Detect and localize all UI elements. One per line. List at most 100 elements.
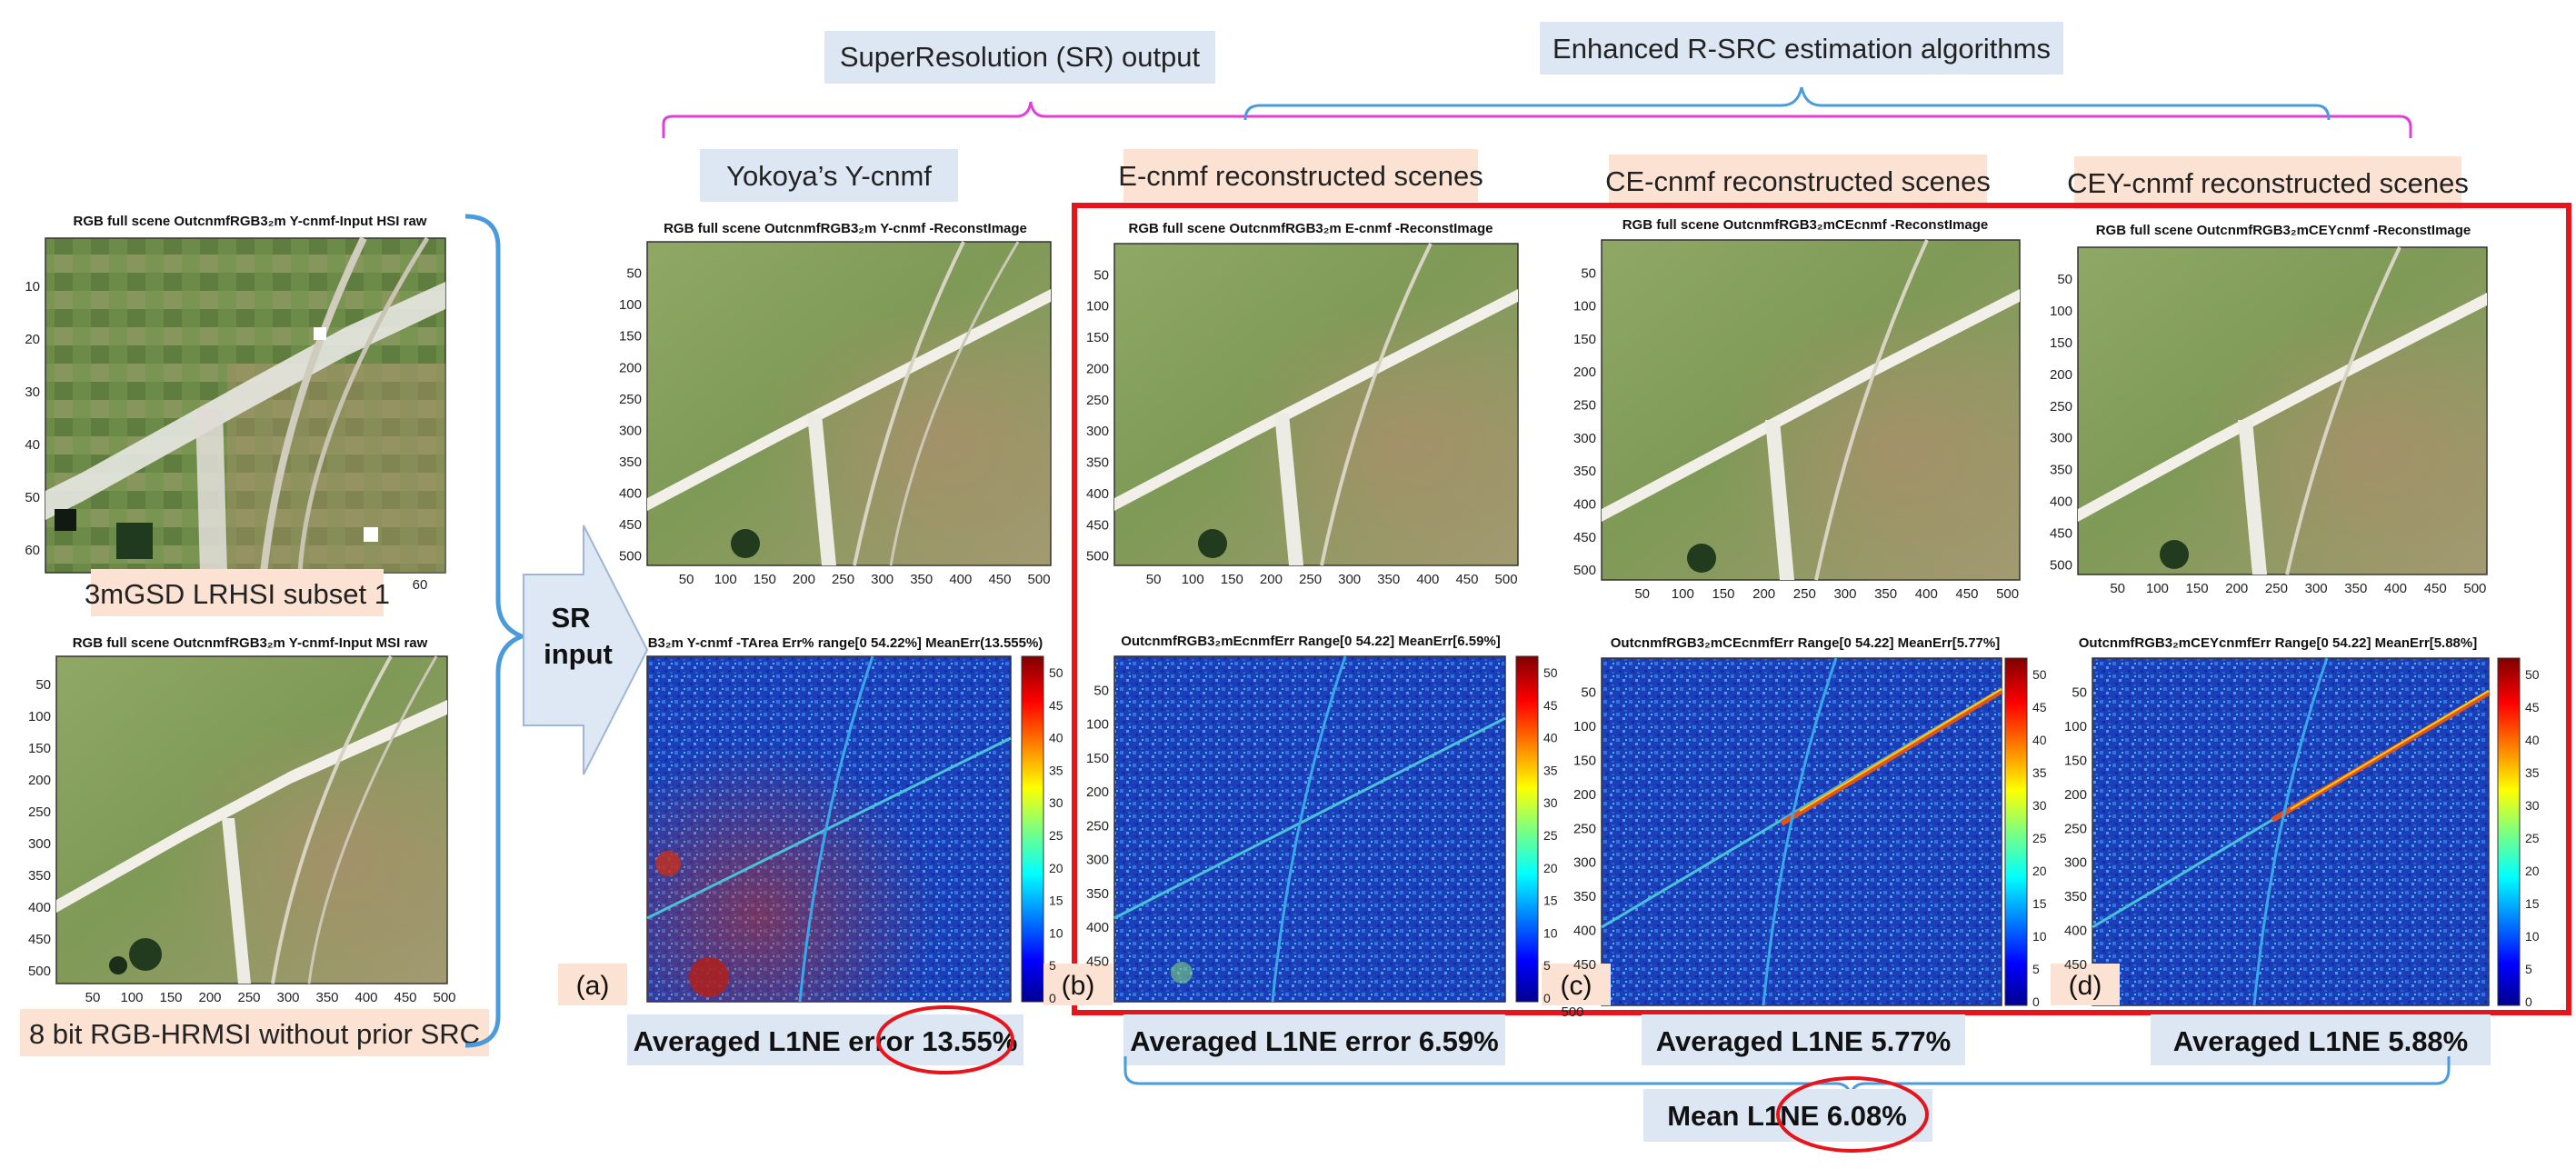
svg-text:50: 50 bbox=[35, 677, 51, 693]
recon-0-ytick: 350 bbox=[619, 455, 642, 470]
recon-0-ytick: 450 bbox=[619, 517, 642, 533]
recon-0-ytick: 300 bbox=[619, 423, 642, 438]
recon-3-ytick: 450 bbox=[2050, 526, 2072, 542]
recon-0-xtick: 100 bbox=[714, 572, 737, 587]
colorbar-0-tick: 25 bbox=[1049, 828, 1063, 843]
recon-0-xtick: 350 bbox=[910, 572, 933, 587]
recon-3-ytick: 300 bbox=[2050, 431, 2072, 446]
recon-1-ytick: 50 bbox=[1093, 267, 1109, 283]
err-title-1: OutcnmfRGB3₂mEcnmfErr Range[0 54.22] Mea… bbox=[1121, 634, 1501, 649]
recon-2-xtick: 350 bbox=[1874, 586, 1897, 602]
err-1-ytick: 100 bbox=[1086, 717, 1109, 733]
recon-3-xtick: 200 bbox=[2225, 581, 2248, 596]
recon-title-1: RGB full scene OutcnmfRGB3₂m E-cnmf -Rec… bbox=[1129, 221, 1493, 236]
recon-0-xtick: 450 bbox=[988, 572, 1011, 587]
result-1: Averaged L1NE error 6.59% bbox=[1130, 1025, 1498, 1057]
svg-text:100: 100 bbox=[120, 990, 143, 1005]
colorbar-1-tick: 35 bbox=[1543, 763, 1558, 777]
recon-0-xtick: 300 bbox=[871, 572, 894, 587]
colorbar-1-tick: 10 bbox=[1543, 925, 1558, 940]
colorbar-0-tick: 35 bbox=[1049, 763, 1063, 777]
recon-1-ytick: 300 bbox=[1086, 424, 1109, 439]
column-cecnmf: RGB full scene OutcnmfRGB3₂mCEcnmf -Reco… bbox=[1542, 217, 2028, 1065]
colorbar-1-tick: 5 bbox=[1543, 958, 1551, 973]
error-map-1 bbox=[1113, 655, 1506, 1003]
colorbar-2 bbox=[2004, 657, 2028, 1006]
colorbar-0-tick: 5 bbox=[1049, 958, 1056, 973]
recon-1-xtick: 150 bbox=[1221, 572, 1243, 587]
col-header-2: CE-cnmf reconstructed scenes bbox=[1605, 155, 1991, 207]
colorbar-0-tick: 0 bbox=[1049, 991, 1056, 1005]
recon-1-ytick: 450 bbox=[1086, 517, 1109, 533]
recon-2-ytick: 250 bbox=[1573, 398, 1596, 414]
svg-text:60: 60 bbox=[25, 543, 40, 558]
svg-text:300: 300 bbox=[28, 836, 51, 852]
colorbar-3-tick: 5 bbox=[2525, 962, 2532, 976]
recon-1-ytick: 200 bbox=[1086, 361, 1109, 376]
recon-2-ytick: 350 bbox=[1573, 464, 1596, 479]
colorbar-2-tick: 45 bbox=[2032, 700, 2047, 714]
recon-3-ytick: 150 bbox=[2050, 335, 2072, 351]
err-3-ytick: 300 bbox=[2064, 855, 2087, 871]
err-1-ytick: 300 bbox=[1086, 853, 1109, 868]
recon-3-ytick: 500 bbox=[2050, 558, 2072, 574]
recon-2-ytick: 50 bbox=[1581, 265, 1596, 281]
recon-3-ytick: 400 bbox=[2050, 495, 2072, 510]
recon-3-xtick: 50 bbox=[2110, 581, 2125, 596]
colorbar-2-tick: 50 bbox=[2032, 667, 2047, 682]
colorbar-2-tick: 35 bbox=[2032, 765, 2047, 780]
sr-output-header: SuperResolution (SR) output bbox=[824, 31, 1215, 84]
err-2-ytick: 250 bbox=[1573, 821, 1596, 836]
colorbar-3-tick: 40 bbox=[2525, 733, 2540, 747]
colorbar-1-tick: 0 bbox=[1543, 991, 1551, 1005]
result-0: Averaged L1NE error 13.55% bbox=[634, 1025, 1018, 1057]
err-1-ytick: 150 bbox=[1086, 751, 1109, 766]
input-hsi-panel: RGB full scene OutcnmfRGB3₂m Y-cnmf-Inpu… bbox=[25, 214, 446, 616]
recon-0-ytick: 200 bbox=[619, 360, 642, 375]
recon-1-ytick: 500 bbox=[1086, 549, 1109, 565]
msi-caption: 8 bit RGB-HRMSI without prior SRC bbox=[29, 1018, 480, 1050]
enhanced-box bbox=[1540, 22, 2063, 75]
colorbar-2-tick: 20 bbox=[2032, 864, 2047, 878]
svg-text:150: 150 bbox=[28, 741, 51, 756]
colorbar-2-tick: 25 bbox=[2032, 831, 2047, 845]
column-ceycnmf: RGB full scene OutcnmfRGB3₂mCEYcnmf -Rec… bbox=[2051, 223, 2521, 1065]
recon-0-xtick: 250 bbox=[832, 572, 854, 587]
colorbar-0 bbox=[1021, 655, 1044, 1003]
colorbar-2-tick: 15 bbox=[2032, 896, 2047, 911]
input-msi-panel: RGB full scene OutcnmfRGB3₂m Y-cnmf-Inpu… bbox=[20, 635, 489, 1056]
colorbar-3-tick: 15 bbox=[2525, 896, 2540, 911]
recon-image-3 bbox=[2077, 246, 2488, 575]
input-brace bbox=[464, 214, 528, 1048]
error-map-0 bbox=[646, 655, 1012, 1003]
colorbar-0-tick: 50 bbox=[1049, 665, 1063, 680]
recon-2-xtick: 450 bbox=[1955, 586, 1978, 602]
recon-1-ytick: 400 bbox=[1086, 486, 1109, 502]
recon-0-ytick: 150 bbox=[619, 329, 642, 345]
recon-3-xtick: 300 bbox=[2305, 581, 2328, 596]
recon-3-ytick: 350 bbox=[2050, 463, 2072, 478]
colorbar-1-tick: 40 bbox=[1543, 731, 1558, 745]
svg-text:100: 100 bbox=[28, 709, 51, 724]
colorbar-3-tick: 10 bbox=[2525, 929, 2540, 944]
err-title-2: OutcnmfRGB3₂mCEcnmfErr Range[0 54.22] Me… bbox=[1611, 635, 2000, 651]
result-box-2 bbox=[1642, 1014, 1965, 1065]
colorbar-0-tick: 30 bbox=[1049, 795, 1063, 810]
tag-2: (c) bbox=[1561, 971, 1593, 1001]
recon-3-xtick: 350 bbox=[2344, 581, 2367, 596]
recon-title-2: RGB full scene OutcnmfRGB3₂mCEcnmf -Reco… bbox=[1622, 217, 1989, 233]
tag-3: (d) bbox=[2069, 971, 2102, 1001]
err-3-ytick: 200 bbox=[2064, 787, 2087, 803]
recon-3-xtick: 500 bbox=[2463, 581, 2486, 596]
svg-text:500: 500 bbox=[433, 990, 455, 1005]
col-header-3: CEY-cnmf reconstructed scenes bbox=[2067, 156, 2469, 209]
err-2-ytick: 350 bbox=[1573, 889, 1596, 904]
recon-2-xtick: 500 bbox=[1996, 586, 2019, 602]
msi-yticks: 50 100 150 200 250 300 350 400 450 500 bbox=[28, 677, 51, 979]
err-1-xtick-last: 500 bbox=[1561, 1004, 1583, 1020]
recon-0-xtick: 400 bbox=[949, 572, 972, 587]
recon-2-xtick: 200 bbox=[1752, 586, 1775, 602]
recon-3-ytick: 50 bbox=[2057, 272, 2072, 287]
err-title-3: OutcnmfRGB3₂mCEYcnmfErr Range[0 54.22] M… bbox=[2079, 635, 2477, 651]
err-3-ytick: 100 bbox=[2064, 719, 2087, 734]
